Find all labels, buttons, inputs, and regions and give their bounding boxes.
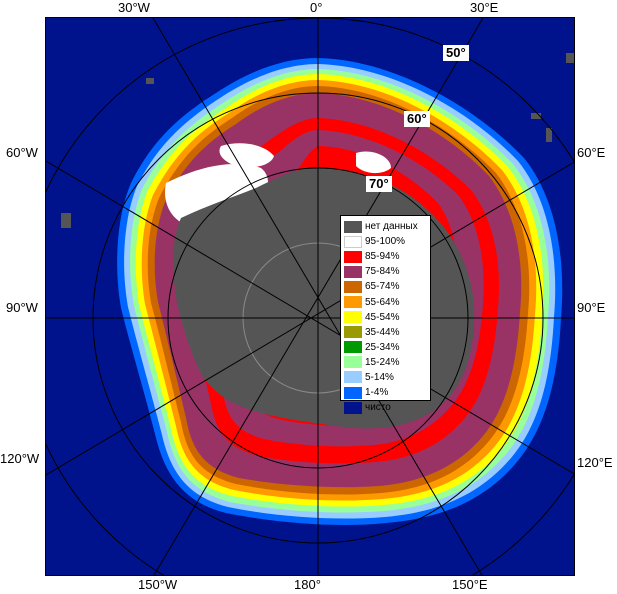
meridian-label-90w: 90°W xyxy=(6,300,38,315)
meridian-label-150e: 150°E xyxy=(452,577,488,592)
parallel-label-50: 50° xyxy=(443,45,469,61)
legend-swatch xyxy=(344,341,362,354)
legend-label: 5-14% xyxy=(365,371,394,383)
legend-label: 95-100% xyxy=(365,236,406,248)
graticule xyxy=(46,18,574,575)
legend-label: 25-34% xyxy=(365,341,400,353)
legend-item: 45-54% xyxy=(344,310,428,325)
ice-band-95-100-b xyxy=(219,143,274,168)
legend-item: чисто xyxy=(344,400,428,415)
meridian-label-0: 0° xyxy=(310,0,323,15)
legend-label: 65-74% xyxy=(365,281,400,293)
no-data-speck xyxy=(546,128,552,142)
polar-stereographic-map xyxy=(46,18,574,575)
legend-item: 5-14% xyxy=(344,370,428,385)
meridian-label-150w: 150°W xyxy=(138,577,178,592)
legend-swatch xyxy=(344,401,362,414)
legend-swatch xyxy=(344,220,362,233)
meridian-label-30w: 30°W xyxy=(118,0,150,15)
legend-swatch xyxy=(344,265,362,278)
legend-swatch xyxy=(344,296,362,309)
legend-swatch xyxy=(344,280,362,293)
legend-swatch xyxy=(344,250,362,263)
legend-label: 1-4% xyxy=(365,387,389,399)
no-data-speck xyxy=(566,53,574,63)
concentration-legend: нет данных 95-100% 85-94% 75-84% 65-74% 55-64… xyxy=(340,215,431,414)
legend-label: 45-54% xyxy=(365,311,400,323)
legend-item: 65-74% xyxy=(344,279,428,294)
legend-item: 85-94% xyxy=(344,249,428,264)
sea-ice-map xyxy=(45,17,575,576)
legend-label: чисто xyxy=(365,402,391,414)
parallel-label-60: 60° xyxy=(404,111,430,127)
legend-item: 1-4% xyxy=(344,385,428,400)
meridian-label-120w: 120°W xyxy=(0,451,40,466)
legend-label: 35-44% xyxy=(365,326,400,338)
legend-swatch xyxy=(344,356,362,369)
meridian-label-180: 180° xyxy=(294,577,321,592)
legend-label: 15-24% xyxy=(365,356,400,368)
legend-item: 75-84% xyxy=(344,264,428,279)
legend-item: 35-44% xyxy=(344,325,428,340)
no-data-speck xyxy=(61,213,71,228)
parallel-label-70: 70° xyxy=(366,176,392,192)
legend-swatch xyxy=(344,386,362,399)
meridian-label-60w: 60°W xyxy=(6,145,38,160)
legend-item: нет данных xyxy=(344,219,428,234)
legend-label: 75-84% xyxy=(365,266,400,278)
legend-swatch xyxy=(344,235,362,248)
legend-item: 95-100% xyxy=(344,234,428,249)
legend-label: 85-94% xyxy=(365,251,400,263)
meridian-label-120e: 120°E xyxy=(577,455,613,470)
meridian-label-90e: 90°E xyxy=(577,300,606,315)
legend-swatch xyxy=(344,311,362,324)
no-data-speck xyxy=(146,78,154,84)
meridian-label-60e: 60°E xyxy=(577,145,606,160)
legend-label: нет данных xyxy=(365,221,418,233)
legend-item: 25-34% xyxy=(344,340,428,355)
legend-swatch xyxy=(344,326,362,339)
ice-band-95-100-c xyxy=(356,151,391,174)
legend-item: 15-24% xyxy=(344,355,428,370)
no-data-speck xyxy=(531,113,541,119)
legend-item: 55-64% xyxy=(344,294,428,309)
legend-label: 55-64% xyxy=(365,296,400,308)
meridian-label-30e: 30°E xyxy=(470,0,499,15)
legend-swatch xyxy=(344,371,362,384)
